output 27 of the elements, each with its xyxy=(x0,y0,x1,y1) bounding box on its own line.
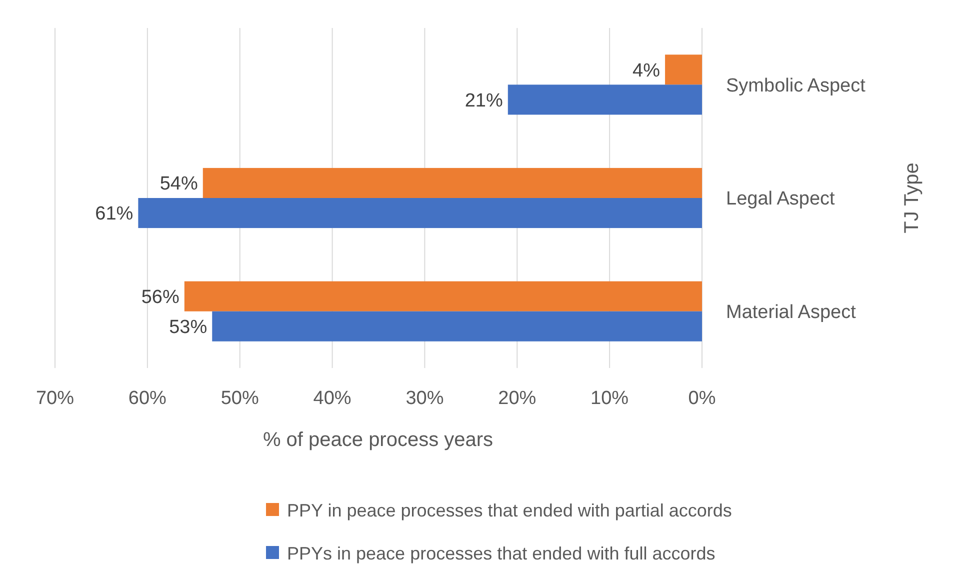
bar xyxy=(508,84,702,115)
data-label: 61% xyxy=(95,204,134,225)
bar xyxy=(202,168,702,198)
x-axis-title: % of peace process years xyxy=(262,429,494,451)
x-tick-label: 50% xyxy=(220,388,259,409)
x-tick-label: 40% xyxy=(313,388,352,409)
legend-label: PPYs in peace processes that ended with full accords xyxy=(287,543,716,564)
y-tick-label: Legal Aspect xyxy=(726,188,836,210)
legend-label: PPY in peace processes that ended with partial accords xyxy=(287,500,732,520)
x-tick-label: 60% xyxy=(128,388,167,409)
data-label: 4% xyxy=(632,60,660,82)
data-label: 54% xyxy=(160,174,198,195)
x-tick-label: 10% xyxy=(590,388,629,409)
data-label: 56% xyxy=(141,286,180,308)
bar xyxy=(138,198,702,228)
y-tick-label: Material Aspect xyxy=(726,302,857,323)
x-tick-label: 0% xyxy=(688,388,716,409)
y-tick-label: Symbolic Aspect xyxy=(726,75,866,96)
x-tick-label: 70% xyxy=(36,388,74,409)
bar xyxy=(212,311,702,342)
x-tick-label: 30% xyxy=(406,388,444,409)
bar xyxy=(184,281,702,312)
data-label: 53% xyxy=(169,317,208,338)
bar xyxy=(665,54,702,85)
y-axis-title: TJ Type xyxy=(901,162,923,234)
x-tick-label: 20% xyxy=(498,388,536,409)
data-label: 21% xyxy=(464,90,504,112)
